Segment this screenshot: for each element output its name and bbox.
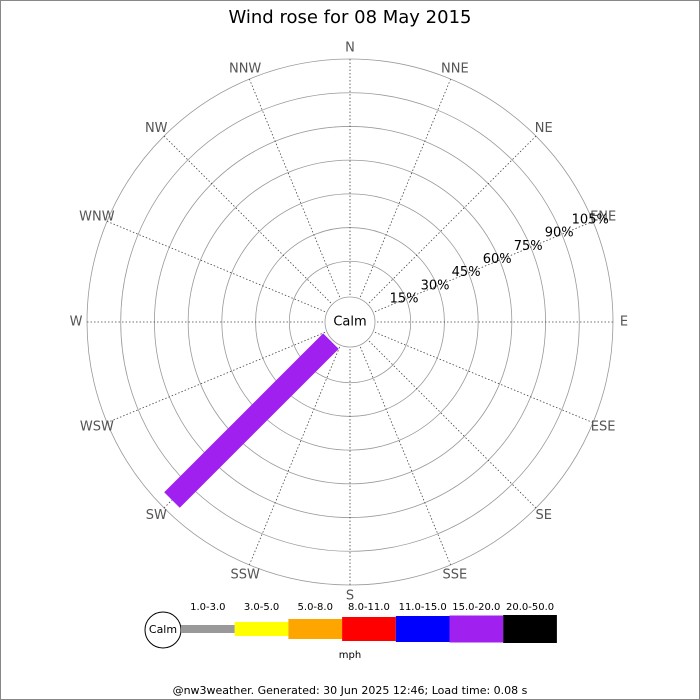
direction-label: SSW bbox=[230, 568, 260, 583]
legend-label: 11.0-15.0 bbox=[399, 602, 447, 613]
legend-swatch bbox=[503, 615, 557, 643]
legend-unit: mph bbox=[339, 650, 361, 661]
ring-label: 105% bbox=[572, 213, 609, 228]
spoke bbox=[374, 220, 594, 313]
direction-label: E bbox=[620, 315, 628, 330]
direction-label: NE bbox=[535, 121, 553, 136]
direction-label: SSE bbox=[442, 568, 467, 583]
legend-swatch bbox=[181, 625, 235, 633]
legend-label: 5.0-8.0 bbox=[298, 602, 333, 613]
direction-label: S bbox=[346, 589, 354, 604]
ring-label: 15% bbox=[390, 292, 419, 307]
legend-swatch bbox=[342, 617, 396, 641]
direction-label: SE bbox=[536, 508, 552, 523]
calm-circle bbox=[324, 296, 376, 348]
spoke bbox=[359, 346, 452, 566]
bar bbox=[164, 333, 339, 508]
direction-label: NNW bbox=[229, 61, 261, 76]
spoke bbox=[248, 346, 341, 566]
ring-label: 60% bbox=[483, 252, 512, 267]
direction-label: NW bbox=[145, 121, 168, 136]
ring bbox=[187, 159, 513, 485]
direction-label: WNW bbox=[79, 210, 115, 225]
legend-label: 1.0-3.0 bbox=[190, 602, 225, 613]
direction-label: NNE bbox=[441, 61, 469, 76]
legend-label: 20.0-50.0 bbox=[506, 602, 554, 613]
spoke bbox=[368, 135, 537, 304]
direction-label: SW bbox=[146, 508, 167, 523]
spoke bbox=[163, 135, 332, 304]
spoke bbox=[106, 220, 326, 313]
ring bbox=[221, 193, 479, 451]
chart-title: Wind rose for 08 May 2015 bbox=[229, 7, 472, 28]
spoke bbox=[106, 331, 326, 424]
ring-label: 30% bbox=[421, 278, 450, 293]
spoke bbox=[248, 78, 341, 298]
ring bbox=[288, 260, 412, 384]
ring-label: 90% bbox=[545, 226, 574, 241]
legend-calm-label: Calm bbox=[149, 623, 177, 636]
legend-swatch bbox=[449, 615, 504, 643]
legend-swatch bbox=[234, 622, 289, 636]
direction-label: ENE bbox=[590, 210, 616, 225]
spoke bbox=[374, 331, 594, 424]
ring-label: 45% bbox=[452, 265, 481, 280]
direction-label: W bbox=[70, 315, 83, 330]
calm-label: Calm bbox=[333, 315, 366, 330]
ring bbox=[120, 92, 580, 552]
spoke bbox=[368, 340, 537, 509]
legend-label: 8.0-11.0 bbox=[348, 602, 390, 613]
legend-swatch bbox=[288, 619, 343, 639]
legend-label: 15.0-20.0 bbox=[452, 602, 500, 613]
direction-label: WSW bbox=[80, 419, 114, 434]
footer: @nw3weather. Generated: 30 Jun 2025 12:4… bbox=[173, 684, 528, 697]
direction-label: ESE bbox=[591, 419, 616, 434]
direction-label: N bbox=[345, 41, 355, 56]
ring-label: 75% bbox=[514, 239, 543, 254]
legend-swatch bbox=[395, 616, 450, 642]
legend-label: 3.0-5.0 bbox=[244, 602, 279, 613]
spoke bbox=[359, 78, 452, 298]
